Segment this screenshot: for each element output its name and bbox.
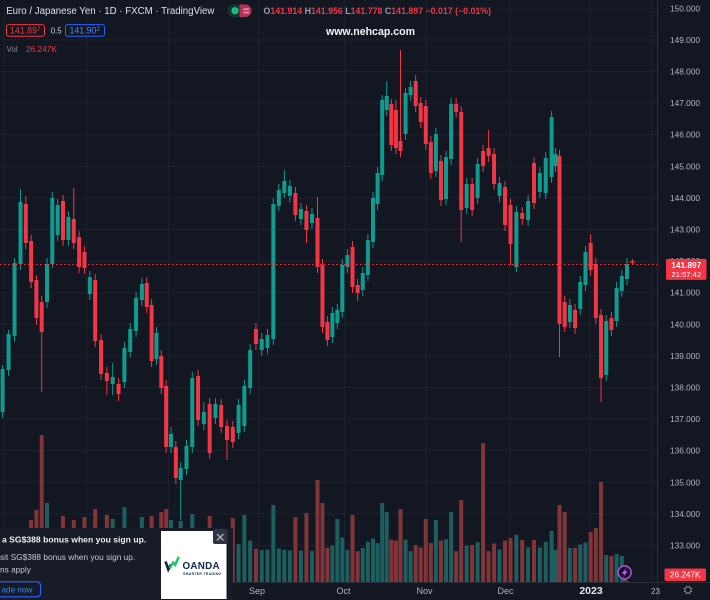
svg-text:147.000: 147.000 bbox=[670, 98, 700, 108]
svg-text:134.000: 134.000 bbox=[670, 509, 700, 519]
svg-text:138.000: 138.000 bbox=[670, 383, 700, 393]
svg-text:sit SG$388 bonus when you sign: sit SG$388 bonus when you sign up. bbox=[0, 552, 135, 562]
svg-text:150.000: 150.000 bbox=[670, 3, 700, 13]
svg-text:23: 23 bbox=[651, 587, 661, 596]
svg-text:Sep: Sep bbox=[249, 586, 265, 596]
svg-text:0.5: 0.5 bbox=[51, 27, 63, 36]
svg-text:141.897: 141.897 bbox=[671, 260, 701, 270]
svg-text:149.000: 149.000 bbox=[670, 35, 700, 45]
svg-text:137.000: 137.000 bbox=[670, 414, 700, 424]
svg-text:136.000: 136.000 bbox=[670, 446, 700, 456]
svg-text:Vol: Vol bbox=[7, 45, 18, 54]
svg-text:145.000: 145.000 bbox=[670, 161, 700, 171]
svg-text:Dec: Dec bbox=[497, 586, 514, 596]
svg-text:141.897: 141.897 bbox=[10, 26, 41, 36]
svg-text:a SG$388 bonus when you sign u: a SG$388 bonus when you sign up. bbox=[2, 534, 146, 544]
svg-text:141.902: 141.902 bbox=[70, 26, 101, 36]
svg-text:141.000: 141.000 bbox=[670, 288, 700, 298]
svg-text:Nov: Nov bbox=[416, 586, 433, 596]
svg-text:21:57:42: 21:57:42 bbox=[672, 270, 702, 279]
svg-text:135.000: 135.000 bbox=[670, 477, 700, 487]
svg-text:O141.914 H141.956 L141.778 C14: O141.914 H141.956 L141.778 C141.897 −0.0… bbox=[264, 6, 492, 16]
svg-text:SMARTER TRADING: SMARTER TRADING bbox=[183, 572, 221, 576]
svg-text:26.247K: 26.247K bbox=[26, 44, 57, 54]
svg-text:www.nehcap.com: www.nehcap.com bbox=[325, 26, 415, 38]
svg-text:26.247K: 26.247K bbox=[670, 571, 701, 580]
svg-text:ade now: ade now bbox=[2, 585, 33, 594]
svg-text:ns apply: ns apply bbox=[0, 565, 32, 575]
svg-text:Oct: Oct bbox=[336, 586, 351, 596]
svg-text:143.000: 143.000 bbox=[670, 225, 700, 235]
svg-text:133.000: 133.000 bbox=[670, 541, 700, 551]
svg-text:Euro / Japanese Yen · 1D · FXC: Euro / Japanese Yen · 1D · FXCM · Tradin… bbox=[6, 6, 215, 17]
svg-text:OANDA: OANDA bbox=[183, 561, 220, 572]
svg-text:148.000: 148.000 bbox=[670, 67, 700, 77]
svg-text:139.000: 139.000 bbox=[670, 351, 700, 361]
svg-text:146.000: 146.000 bbox=[670, 130, 700, 140]
svg-text:2023: 2023 bbox=[579, 585, 603, 597]
svg-text:144.000: 144.000 bbox=[670, 193, 700, 203]
svg-text:140.000: 140.000 bbox=[670, 319, 700, 329]
